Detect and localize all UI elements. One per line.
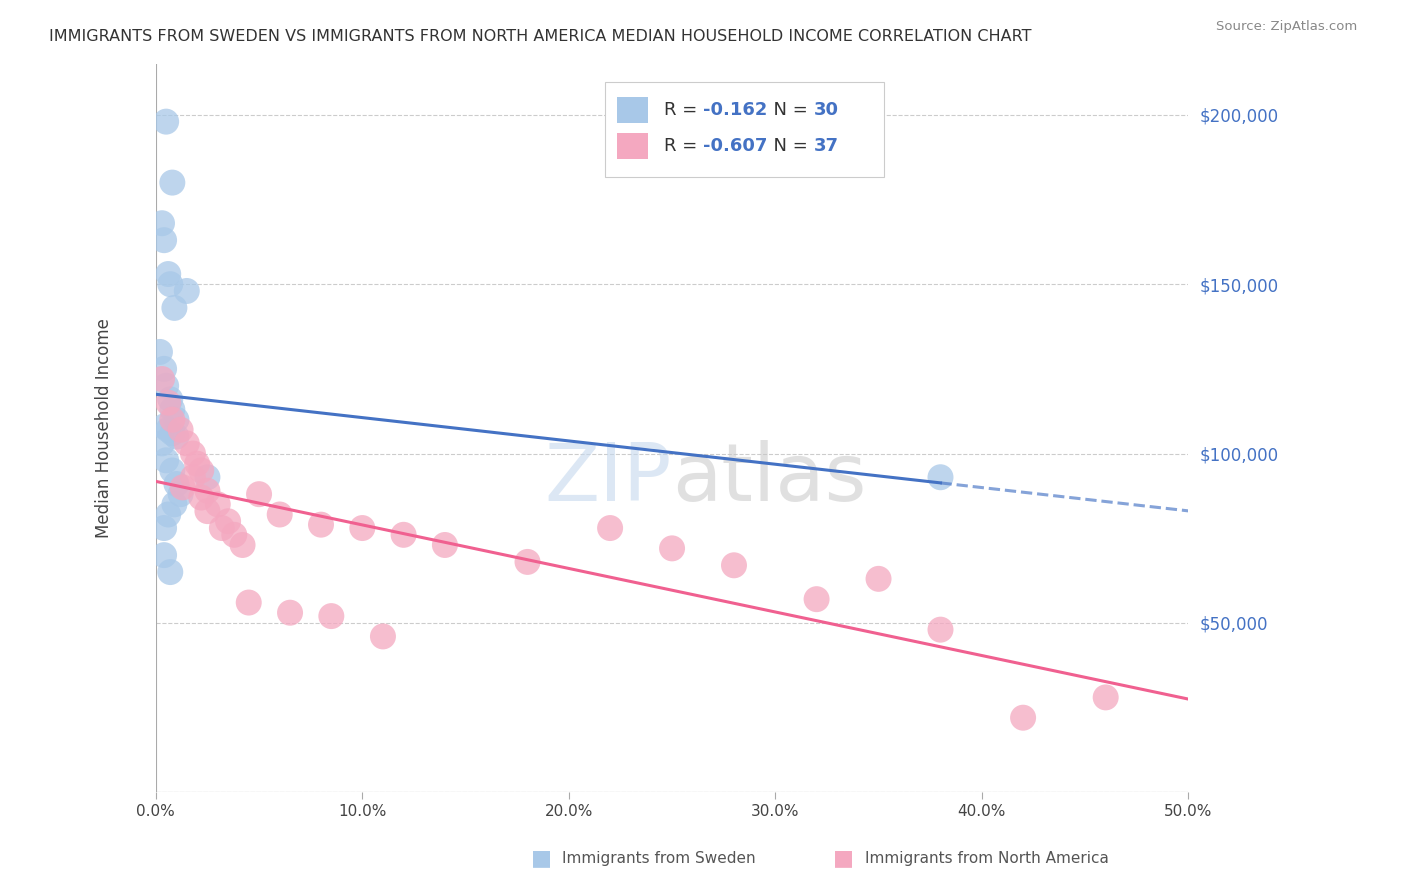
Point (172, 480, 194, 494)
Point (321, 609, 343, 624)
Point (197, 483, 219, 498)
Text: ■: ■ (834, 848, 853, 868)
Point (1094, 690, 1116, 705)
Point (247, 487, 270, 501)
Point (269, 508, 291, 522)
Point (371, 629, 394, 643)
Point (868, 572, 890, 586)
Text: Source: ZipAtlas.com: Source: ZipAtlas.com (1216, 20, 1357, 33)
Point (150, 372, 173, 386)
Point (155, 453, 177, 467)
Point (169, 423, 191, 437)
Point (238, 596, 260, 610)
Point (211, 521, 233, 535)
Point (661, 541, 683, 556)
Point (159, 565, 181, 579)
Text: -0.162: -0.162 (703, 101, 768, 119)
Point (278, 606, 301, 620)
Point (153, 419, 176, 434)
Text: 30: 30 (814, 101, 838, 119)
Point (232, 538, 254, 552)
Text: Immigrants from North America: Immigrants from North America (865, 851, 1108, 865)
Point (166, 412, 188, 426)
Point (150, 436, 173, 450)
Point (197, 470, 219, 484)
Text: Immigrants from Sweden: Immigrants from Sweden (562, 851, 756, 865)
Point (309, 517, 332, 532)
Point (166, 429, 188, 443)
Point (186, 457, 208, 471)
Point (176, 436, 198, 450)
Text: atlas: atlas (672, 440, 866, 518)
Point (723, 558, 745, 573)
Text: ■: ■ (531, 848, 551, 868)
Text: R =: R = (664, 137, 703, 155)
Point (181, 446, 204, 460)
Point (162, 176, 184, 190)
Point (162, 463, 184, 477)
Point (162, 426, 184, 441)
Point (155, 379, 177, 393)
Text: N =: N = (762, 137, 814, 155)
Point (153, 233, 176, 247)
Point (163, 301, 186, 315)
Point (157, 423, 180, 437)
Point (190, 491, 212, 505)
Point (157, 395, 180, 409)
Point (150, 216, 173, 230)
Point (207, 497, 229, 511)
Point (599, 521, 621, 535)
Point (806, 592, 828, 607)
Text: Median Household Income: Median Household Income (96, 318, 114, 538)
Point (149, 345, 172, 359)
Point (157, 508, 180, 522)
Point (159, 277, 181, 292)
Point (166, 477, 188, 491)
Text: IMMIGRANTS FROM SWEDEN VS IMMIGRANTS FROM NORTH AMERICA MEDIAN HOUSEHOLD INCOME : IMMIGRANTS FROM SWEDEN VS IMMIGRANTS FRO… (49, 29, 1032, 44)
Point (516, 555, 538, 569)
Text: -0.607: -0.607 (703, 137, 768, 155)
Point (190, 463, 212, 477)
Point (181, 470, 204, 484)
Text: 37: 37 (814, 137, 838, 155)
FancyBboxPatch shape (617, 133, 648, 160)
Point (153, 521, 176, 535)
FancyBboxPatch shape (605, 82, 884, 177)
Point (929, 623, 952, 637)
Point (162, 412, 184, 426)
Point (217, 514, 239, 528)
Point (1012, 711, 1035, 725)
Point (153, 362, 176, 376)
Text: ZIP: ZIP (544, 440, 672, 518)
Point (163, 497, 186, 511)
Point (169, 487, 191, 501)
Text: R =: R = (664, 101, 703, 119)
Point (929, 470, 952, 484)
Point (153, 548, 176, 562)
Point (352, 521, 374, 535)
Point (157, 267, 180, 281)
Point (155, 114, 177, 128)
Point (176, 284, 198, 298)
Point (224, 528, 246, 542)
Point (197, 504, 219, 518)
Text: N =: N = (762, 101, 814, 119)
Point (433, 538, 456, 552)
FancyBboxPatch shape (617, 97, 648, 123)
Point (159, 392, 181, 407)
Point (392, 528, 415, 542)
Point (162, 402, 184, 417)
